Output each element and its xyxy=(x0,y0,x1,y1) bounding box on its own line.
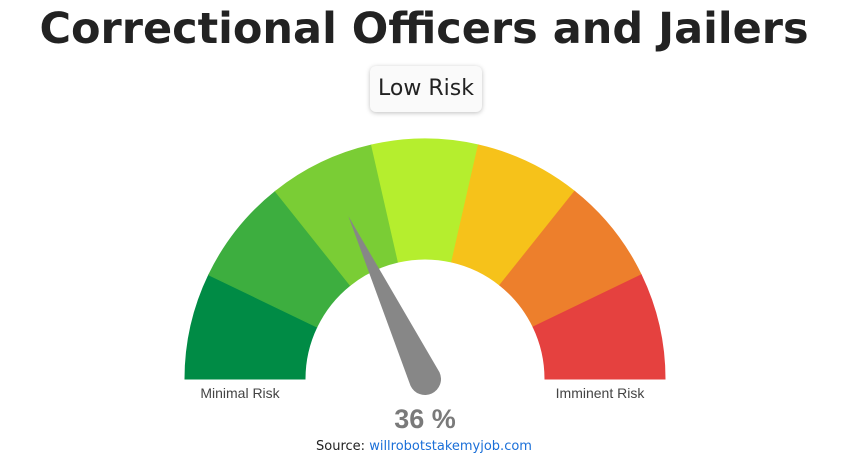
title: Correctional Officers and Jailers xyxy=(39,4,809,54)
source-prefix: Source: xyxy=(316,439,366,454)
max-label: Imminent Risk xyxy=(556,385,646,401)
source-link[interactable]: willrobotstakemyjob.com xyxy=(369,439,532,454)
risk-badge: Low Risk xyxy=(370,66,482,112)
needle xyxy=(348,216,441,395)
source: Source: willrobotstakemyjob.com xyxy=(0,439,848,454)
value-label: 36 % xyxy=(394,404,456,434)
min-label: Minimal Risk xyxy=(200,385,280,401)
gauge-band xyxy=(532,274,666,380)
